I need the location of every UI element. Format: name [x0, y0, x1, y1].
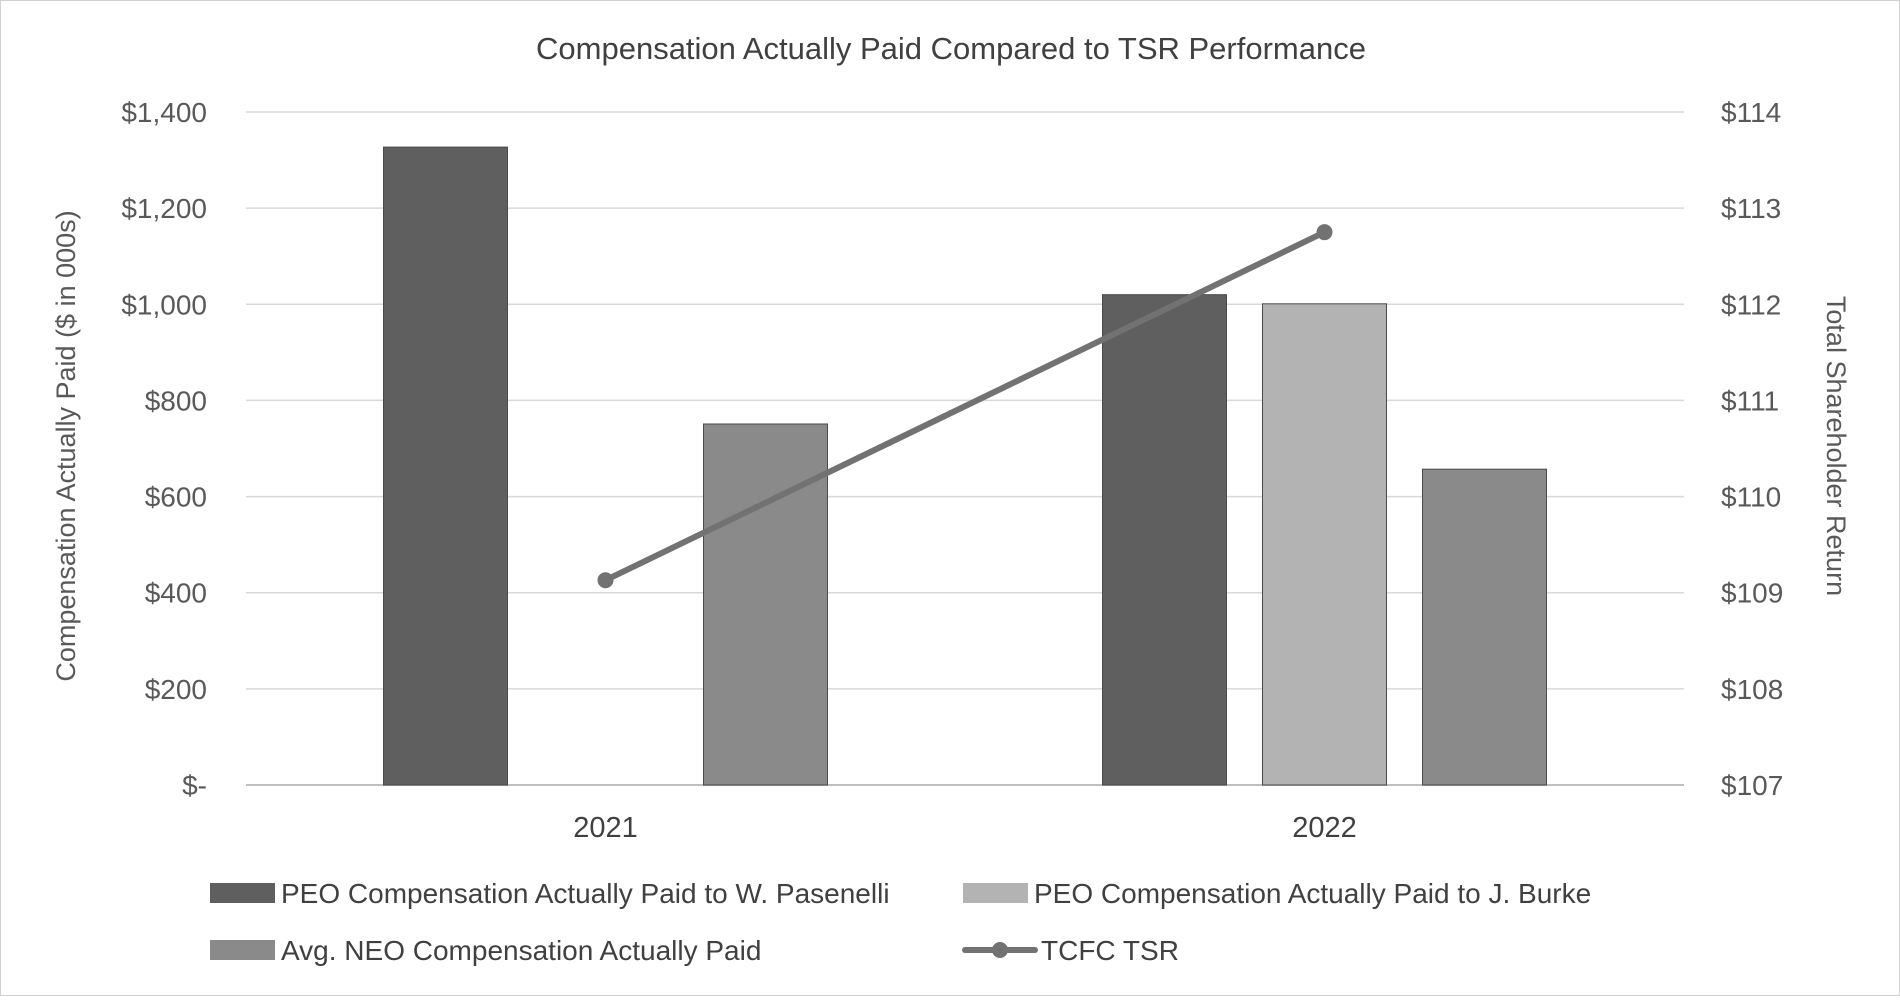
legend-item: Avg. NEO Compensation Actually Paid: [210, 935, 761, 966]
legend-swatch: [962, 942, 1038, 958]
legend-item: PEO Compensation Actually Paid to W. Pas…: [210, 878, 890, 909]
chart-title: Compensation Actually Paid Compared to T…: [536, 31, 1366, 66]
y2-tick-labels: $107 $108 $109 $110 $111 $112 $113 $114: [1721, 97, 1783, 801]
x-tick-label: 2021: [573, 812, 638, 844]
y2-tick-label: $107: [1721, 770, 1783, 801]
legend-label: TCFC TSR: [1041, 935, 1179, 966]
y2-tick-label: $108: [1721, 674, 1783, 705]
legend-swatch: [963, 883, 1028, 903]
y-tick-label: $400: [145, 578, 207, 609]
bar: [383, 146, 508, 786]
legend-label: PEO Compensation Actually Paid to J. Bur…: [1034, 878, 1591, 909]
y-tick-labels: $- $200 $400 $600 $800 $1,000 $1,200 $1,400: [121, 97, 207, 801]
tsr-point: [1316, 224, 1333, 241]
y2-tick-label: $114: [1721, 97, 1781, 128]
y2-tick-label: $110: [1721, 482, 1781, 513]
legend-swatch: [210, 940, 275, 960]
x-tick-labels: 2021 2022: [573, 812, 1357, 844]
y-tick-label: $800: [145, 385, 207, 416]
y2-tick-label: $113: [1721, 193, 1781, 224]
bar: [1422, 468, 1547, 786]
x-tick-label: 2022: [1292, 812, 1357, 844]
bar: [703, 423, 828, 786]
tsr-point: [597, 572, 614, 589]
bar: [1102, 294, 1227, 786]
y-tick-label: $1,400: [121, 97, 207, 128]
y2-tick-label: $112: [1721, 289, 1781, 320]
legend-swatch: [210, 883, 275, 903]
legend-item: TCFC TSR: [962, 935, 1179, 966]
legend-label: Avg. NEO Compensation Actually Paid: [281, 935, 761, 966]
y2-tick-label: $111: [1721, 385, 1779, 416]
tsr-line: [597, 224, 1333, 589]
y-tick-label: $200: [145, 674, 207, 705]
y2-tick-label: $109: [1721, 578, 1783, 609]
tsr-line-path: [602, 229, 1328, 584]
y-axis-label: Compensation Actually Paid ($ in 000s): [51, 210, 81, 681]
y-tick-label: $1,000: [121, 289, 207, 320]
bars: [383, 146, 1547, 786]
bar: [1262, 303, 1387, 786]
legend-item: PEO Compensation Actually Paid to J. Bur…: [963, 878, 1591, 909]
y-tick-label: $600: [145, 482, 207, 513]
y-tick-label: $1,200: [121, 193, 207, 224]
y-tick-label: $-: [182, 770, 207, 801]
legend-label: PEO Compensation Actually Paid to W. Pas…: [281, 878, 890, 909]
legend: PEO Compensation Actually Paid to W. Pas…: [210, 878, 1591, 966]
y2-axis-label: Total Shareholder Return: [1821, 296, 1851, 596]
